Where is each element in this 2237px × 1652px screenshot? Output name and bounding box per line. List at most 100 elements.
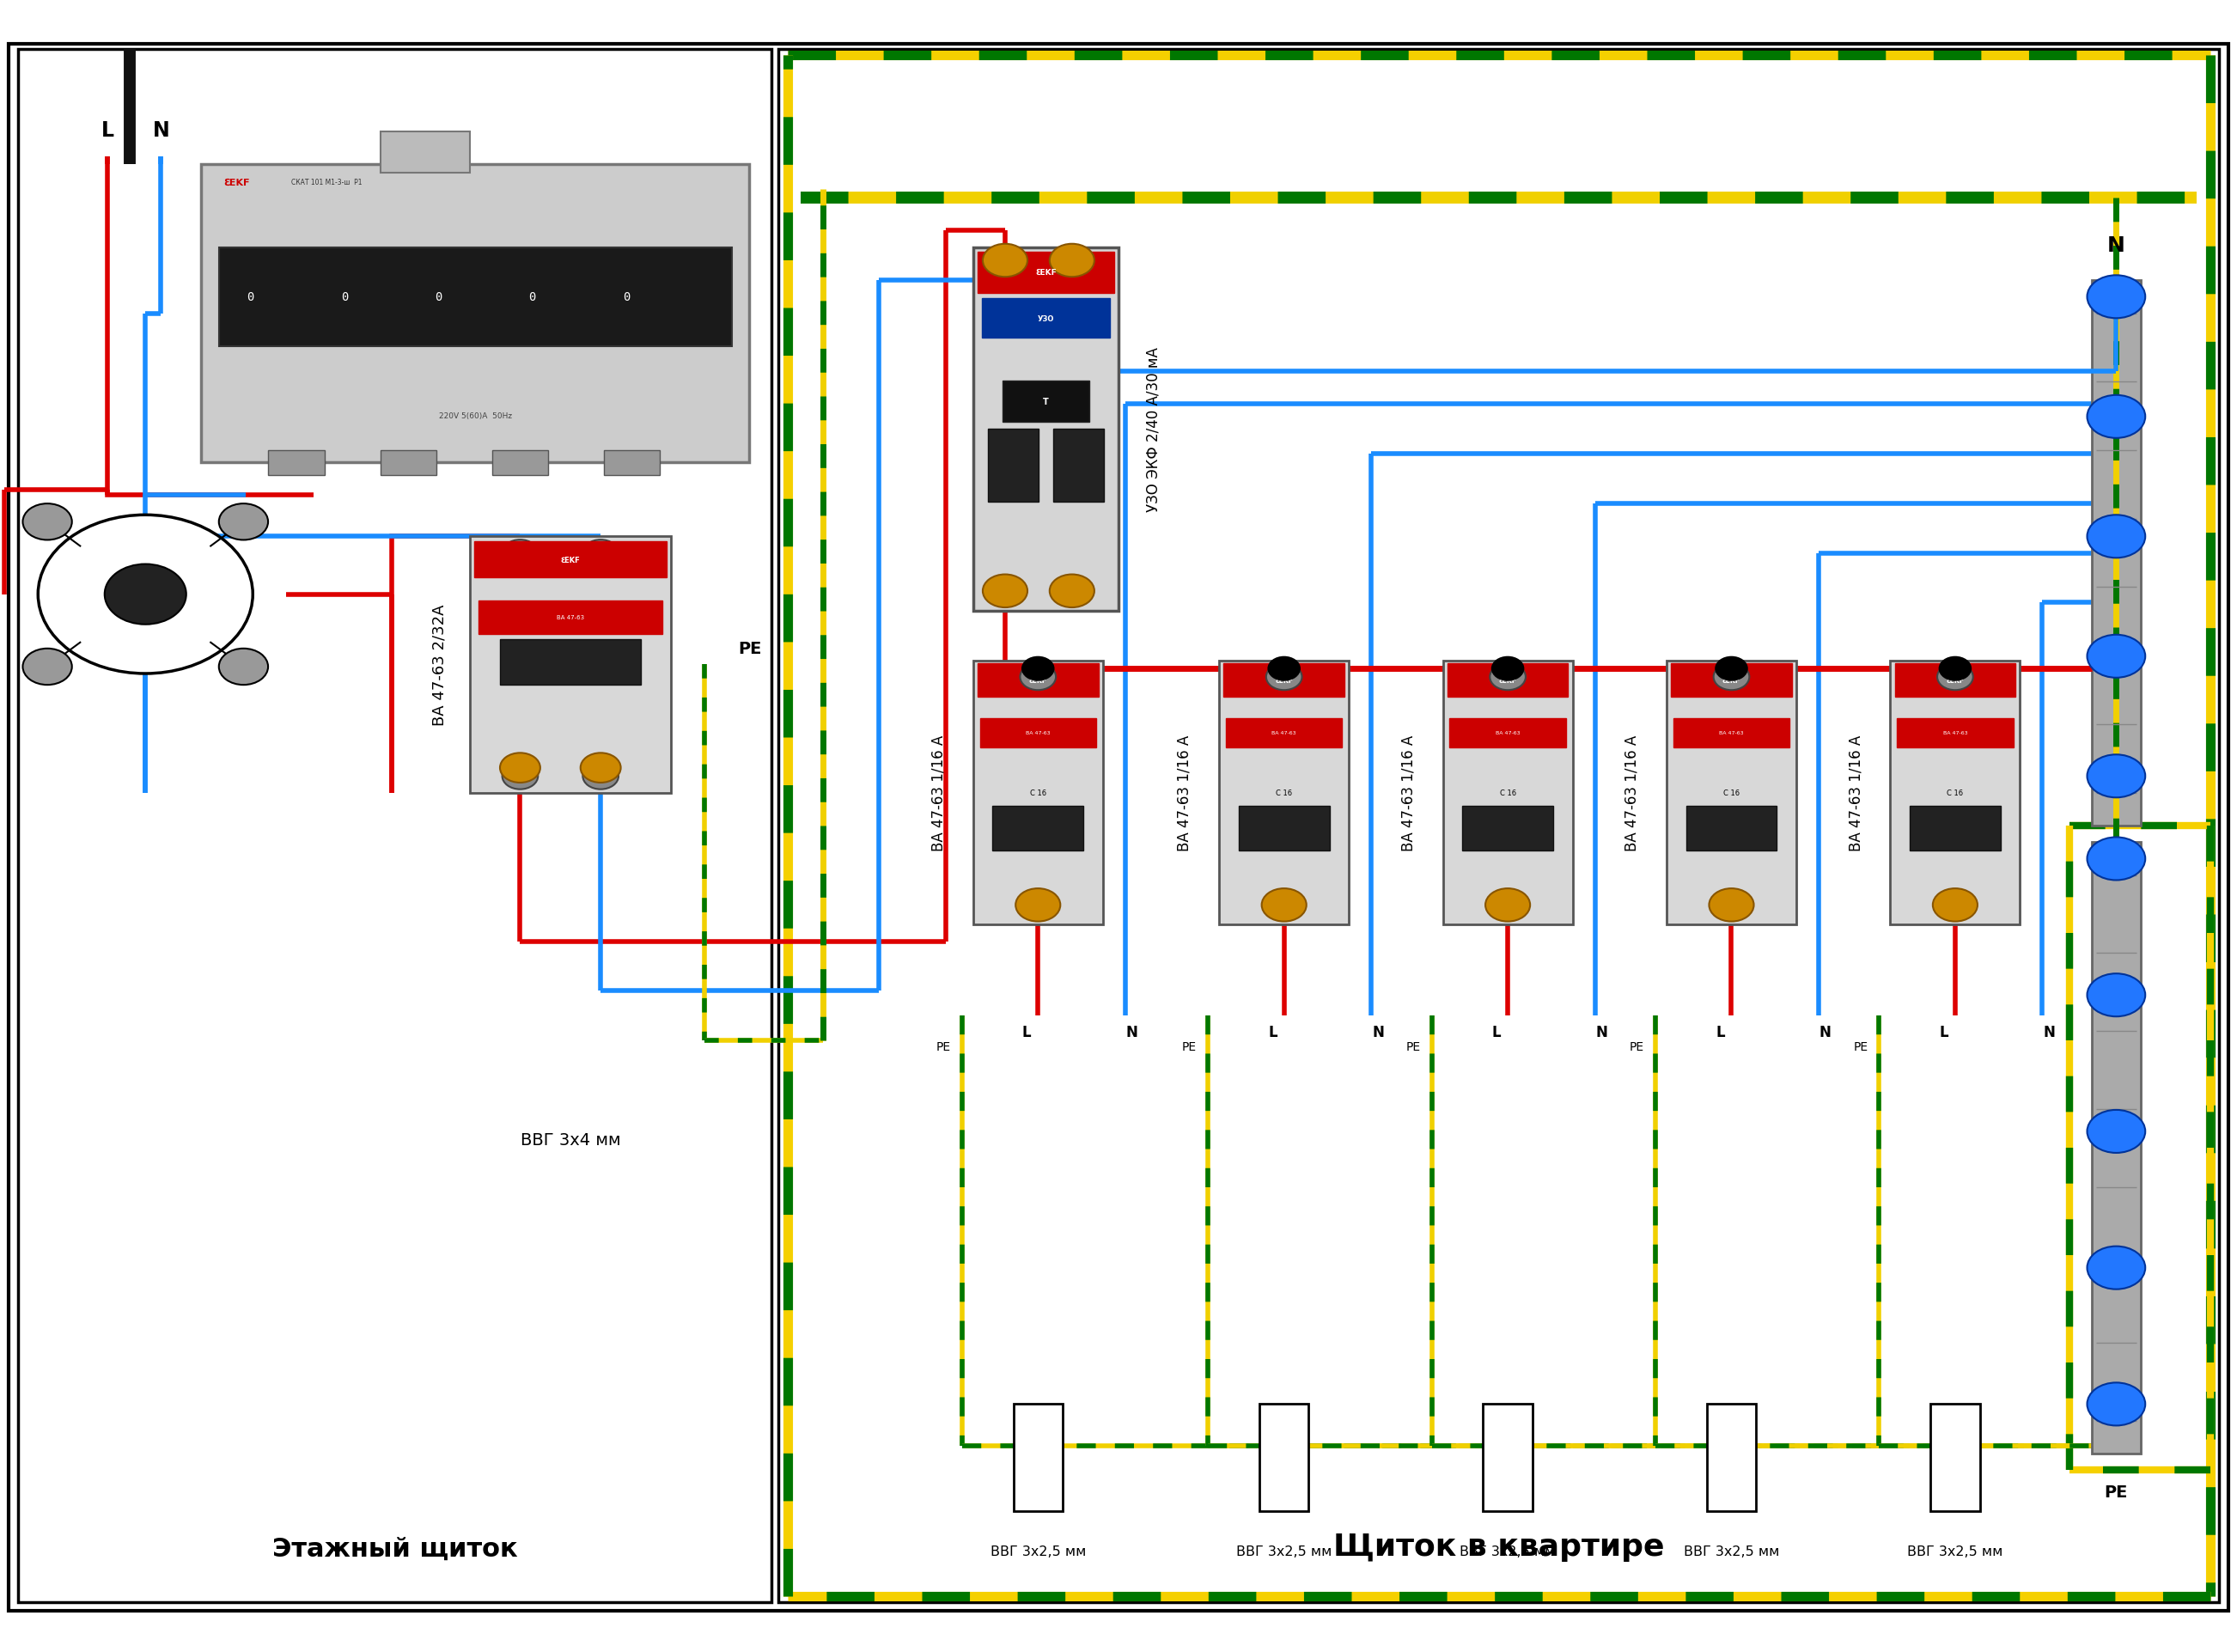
Bar (1707, 1404, 1756, 1512)
Bar (1895, 664, 2016, 697)
Circle shape (1485, 889, 1530, 922)
Text: ℇEKF: ℇEKF (1499, 677, 1517, 684)
Text: L: L (1939, 1024, 1948, 1039)
Text: Щиток в квартире: Щиток в квартире (1333, 1531, 1664, 1561)
Text: УЗО ЭКФ 2/40 А/30 мА: УЗО ЭКФ 2/40 А/30 мА (1145, 347, 1161, 512)
Bar (989, 430, 1038, 502)
Text: PE: PE (1181, 1041, 1197, 1052)
Bar (492, 451, 548, 476)
Bar (474, 542, 667, 578)
Text: ВА 47-63: ВА 47-63 (1027, 732, 1049, 735)
Text: N: N (1125, 1024, 1139, 1039)
Bar (778, 50, 2219, 1602)
Circle shape (219, 504, 268, 540)
Text: 0: 0 (528, 291, 537, 304)
Circle shape (1022, 657, 1054, 681)
Circle shape (582, 540, 617, 567)
Circle shape (982, 575, 1027, 608)
Text: ВА 47-63 1/16 А: ВА 47-63 1/16 А (1624, 735, 1640, 851)
Bar (1483, 1404, 1532, 1512)
Text: ℇEKF: ℇEKF (1722, 677, 1740, 684)
Text: L: L (1716, 1024, 1725, 1039)
Text: ВА 47-63: ВА 47-63 (1944, 732, 1966, 735)
Text: 0: 0 (246, 291, 255, 304)
Bar (973, 248, 1118, 611)
Bar (1673, 719, 1790, 748)
Circle shape (582, 763, 617, 790)
Text: 0: 0 (434, 291, 443, 304)
Circle shape (2087, 1247, 2145, 1289)
Bar (604, 451, 660, 476)
Bar (978, 664, 1098, 697)
Bar (2092, 281, 2141, 826)
Bar (1463, 806, 1552, 851)
Circle shape (1939, 657, 1971, 681)
Bar (1447, 664, 1568, 697)
Bar (1013, 1404, 1063, 1512)
Circle shape (2087, 396, 2145, 439)
Text: 220V 5(60)A  50Hz: 220V 5(60)A 50Hz (438, 413, 512, 420)
Circle shape (1266, 664, 1302, 691)
Text: N: N (1595, 1024, 1608, 1039)
Text: ВА 47-63 1/16 А: ВА 47-63 1/16 А (931, 735, 946, 851)
Circle shape (501, 540, 537, 567)
Bar (1897, 719, 2013, 748)
Text: ВВГ 3х2,5 мм: ВВГ 3х2,5 мм (1237, 1545, 1331, 1558)
Text: N: N (2042, 1024, 2056, 1039)
Bar (501, 639, 640, 686)
Bar (1671, 664, 1792, 697)
Bar (973, 661, 1103, 925)
Circle shape (22, 649, 72, 686)
Circle shape (1020, 664, 1056, 691)
Text: ℇEKF: ℇEKF (561, 557, 579, 563)
Text: PE: PE (738, 641, 763, 656)
Text: ℇEKF: ℇEKF (1946, 677, 1964, 684)
Bar (1219, 661, 1349, 925)
Text: 0: 0 (340, 291, 349, 304)
Text: ВВГ 3х2,5 мм: ВВГ 3х2,5 мм (1684, 1545, 1778, 1558)
Bar (18, 50, 772, 1602)
Circle shape (2087, 515, 2145, 558)
Text: N: N (2107, 236, 2125, 256)
Bar (1224, 664, 1344, 697)
Circle shape (105, 565, 186, 624)
Text: C 16: C 16 (1275, 790, 1293, 796)
Circle shape (2087, 755, 2145, 798)
Bar (1259, 1404, 1309, 1512)
Text: ℇEKF: ℇEKF (1029, 677, 1047, 684)
Bar (978, 253, 1114, 294)
Text: ВА 47-63: ВА 47-63 (1720, 732, 1743, 735)
Circle shape (38, 515, 253, 674)
Circle shape (1933, 889, 1978, 922)
Bar (380, 451, 436, 476)
Text: ВА 47-63 1/16 А: ВА 47-63 1/16 А (1177, 735, 1192, 851)
Text: ℇEKF: ℇEKF (224, 178, 251, 187)
Bar (1239, 806, 1329, 851)
Bar (993, 806, 1083, 851)
Circle shape (2087, 1110, 2145, 1153)
Text: PE: PE (935, 1041, 951, 1052)
Circle shape (2087, 276, 2145, 319)
Text: C 16: C 16 (1499, 790, 1517, 796)
Bar (982, 299, 1110, 339)
Circle shape (501, 763, 537, 790)
Text: ВА 47-63: ВА 47-63 (1497, 732, 1519, 735)
Circle shape (1716, 657, 1747, 681)
Text: C 16: C 16 (1722, 790, 1740, 796)
Text: ВВГ 3х4 мм: ВВГ 3х4 мм (521, 1132, 620, 1148)
Text: T: T (1042, 398, 1049, 406)
Circle shape (1016, 889, 1060, 922)
Circle shape (2087, 838, 2145, 881)
Circle shape (2087, 634, 2145, 677)
Text: L: L (1492, 1024, 1501, 1039)
Circle shape (2087, 975, 2145, 1018)
Text: Этажный щиток: Этажный щиток (273, 1536, 517, 1561)
Bar (980, 719, 1096, 748)
Circle shape (1268, 657, 1300, 681)
Text: ВВГ 3х2,5 мм: ВВГ 3х2,5 мм (1461, 1545, 1555, 1558)
Text: N: N (1819, 1024, 1832, 1039)
Text: ВА 47-63 2/32А: ВА 47-63 2/32А (432, 605, 447, 725)
Bar (201, 165, 749, 463)
Text: N: N (152, 121, 170, 140)
Text: L: L (101, 121, 114, 140)
